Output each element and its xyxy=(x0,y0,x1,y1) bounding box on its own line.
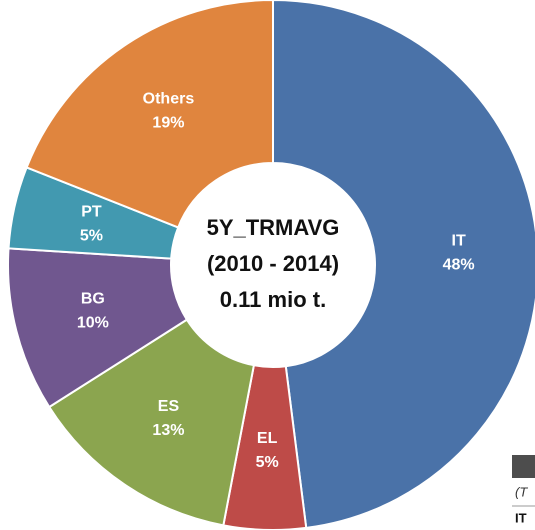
slice-label: PT xyxy=(81,204,102,221)
slice-value: 10% xyxy=(77,314,109,331)
donut-hole xyxy=(171,163,375,367)
center-text: 0.11 mio t. xyxy=(220,287,326,312)
table-text: IT xyxy=(515,510,527,525)
center-text: 5Y_TRMAVG xyxy=(207,215,340,240)
slice xyxy=(272,0,535,530)
slice-label: IT xyxy=(452,233,466,250)
slice-value: 48% xyxy=(443,257,475,274)
slice-value: 5% xyxy=(80,228,103,245)
slice-label: BG xyxy=(81,290,105,307)
slice-value: 5% xyxy=(256,454,279,471)
table-header xyxy=(512,455,535,478)
table-text: (T xyxy=(515,484,528,499)
center-text: (2010 - 2014) xyxy=(207,251,339,276)
slice-value: 13% xyxy=(152,422,184,439)
slice-value: 19% xyxy=(152,114,184,131)
slice-label: ES xyxy=(158,398,180,415)
slice-label: Others xyxy=(143,90,195,107)
slice-label: EL xyxy=(257,430,278,447)
